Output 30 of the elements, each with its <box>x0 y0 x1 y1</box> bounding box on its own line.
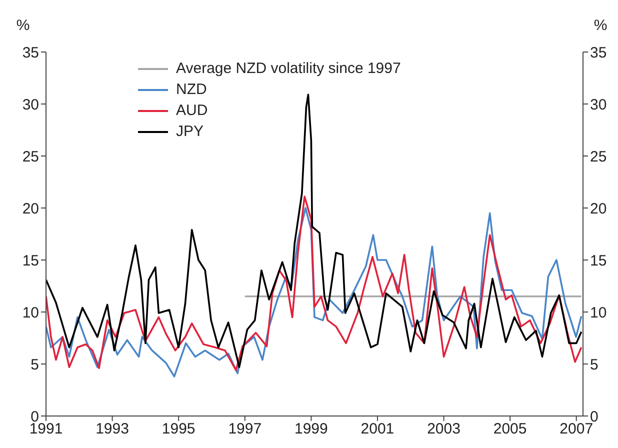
legend-label: NZD <box>176 80 207 100</box>
x-tick-label: 1991 <box>29 420 63 438</box>
x-tick-label: 1999 <box>294 420 328 438</box>
y-tick-label: 15 <box>22 252 39 270</box>
x-tick-label: 2001 <box>360 420 394 438</box>
legend-label: JPY <box>176 122 204 142</box>
x-tick-label: 1997 <box>228 420 262 438</box>
x-tick-label: 1995 <box>162 420 196 438</box>
line-series <box>46 94 582 368</box>
y-tick-label: 5 <box>30 356 39 374</box>
y-tick-label: 35 <box>22 44 39 62</box>
legend-label: Average NZD volatility since 1997 <box>176 59 401 79</box>
y2-tick-label: 30 <box>590 96 607 114</box>
y-axis-title: % <box>16 17 30 34</box>
y-tick-label: 20 <box>22 200 39 218</box>
y2-tick-label: 15 <box>590 252 607 270</box>
x-tick-label: 2007 <box>560 420 594 438</box>
y2-axis-title: % <box>594 17 608 34</box>
x-tick-label: 2005 <box>493 420 527 438</box>
y-tick-label: 30 <box>22 96 39 114</box>
legend-label: AUD <box>176 101 208 121</box>
y-tick-label: 10 <box>22 304 39 322</box>
x-tick-label: 2003 <box>427 420 460 438</box>
y2-tick-label: 35 <box>590 44 607 62</box>
y2-tick-label: 10 <box>590 304 607 322</box>
x-tick-label: 1993 <box>96 420 129 438</box>
y2-tick-label: 25 <box>590 148 607 166</box>
y2-tick-label: 5 <box>590 356 598 374</box>
y2-tick-label: 20 <box>590 200 607 218</box>
y-tick-label: 25 <box>22 148 39 166</box>
